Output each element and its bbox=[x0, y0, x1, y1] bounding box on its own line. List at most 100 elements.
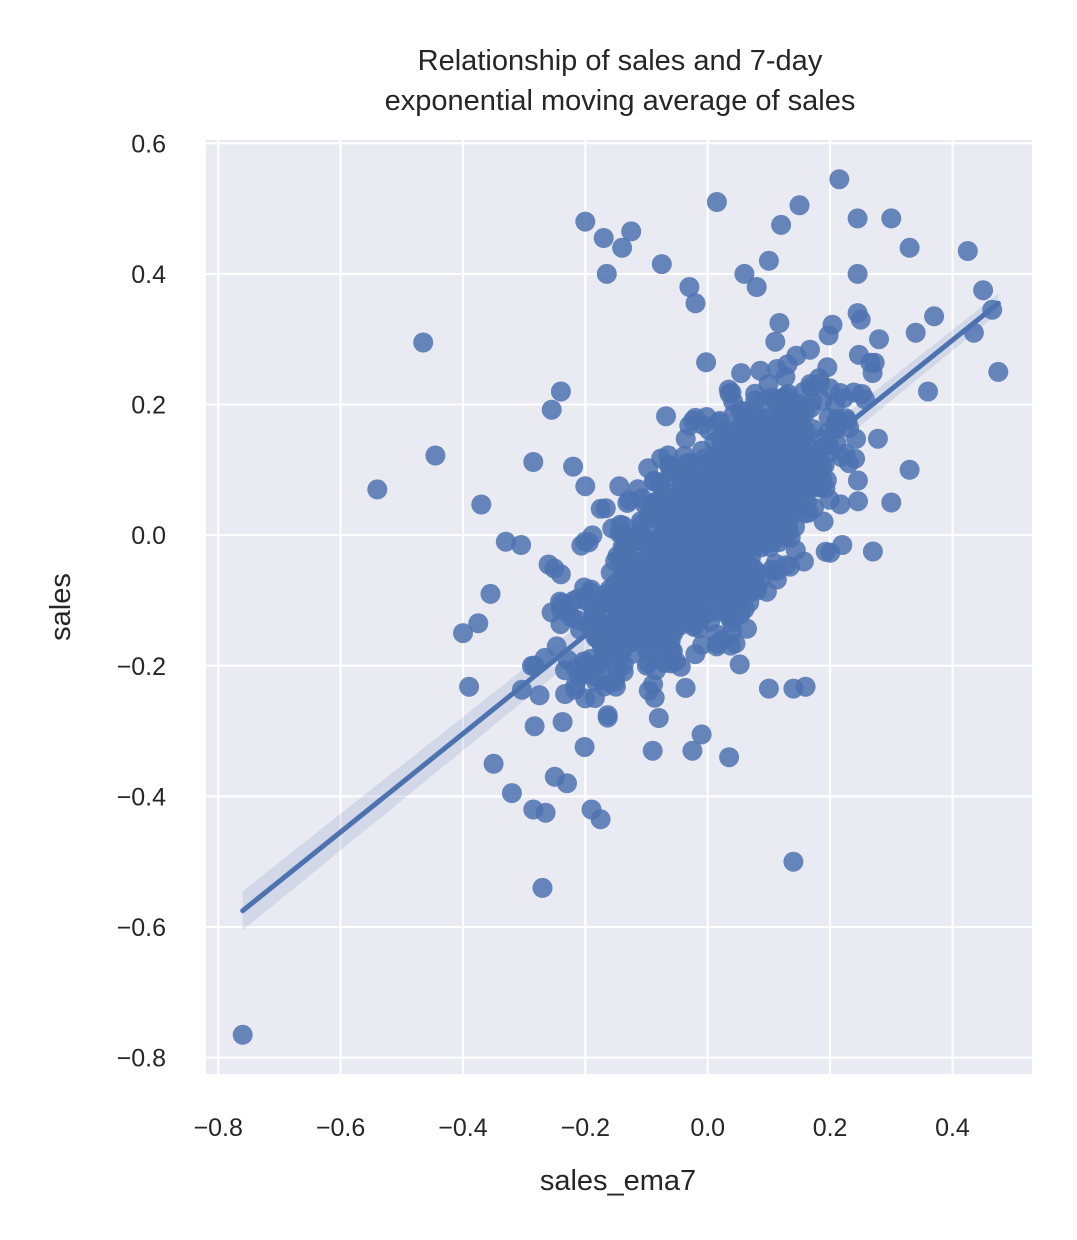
data-point bbox=[569, 666, 590, 687]
data-point bbox=[581, 579, 601, 600]
data-point bbox=[661, 456, 682, 477]
data-point bbox=[584, 601, 604, 622]
data-point bbox=[818, 443, 839, 463]
data-point bbox=[738, 583, 758, 604]
data-point bbox=[684, 481, 705, 502]
x-tick-label: 0.4 bbox=[935, 1114, 970, 1142]
data-point bbox=[571, 535, 592, 556]
data-point bbox=[765, 434, 786, 455]
data-point bbox=[769, 313, 790, 333]
data-point bbox=[848, 344, 869, 365]
data-point bbox=[691, 724, 712, 745]
data-point bbox=[483, 753, 504, 774]
data-point bbox=[776, 555, 796, 576]
data-point bbox=[867, 428, 888, 449]
y-tick-label: 0.2 bbox=[131, 392, 166, 420]
data-point bbox=[692, 634, 713, 655]
data-point bbox=[595, 498, 616, 519]
y-tick-label: −0.8 bbox=[117, 1045, 166, 1073]
data-point bbox=[413, 332, 434, 353]
data-point bbox=[367, 479, 388, 500]
data-point bbox=[899, 237, 920, 258]
y-tick-label: 0.6 bbox=[131, 130, 166, 158]
data-point bbox=[529, 685, 550, 706]
data-point bbox=[793, 551, 814, 572]
data-point bbox=[792, 482, 813, 503]
data-point bbox=[813, 511, 834, 532]
data-point bbox=[783, 851, 804, 872]
data-point bbox=[648, 708, 669, 728]
data-point bbox=[459, 676, 480, 697]
regression-line-group bbox=[240, 300, 1001, 914]
y-tick-label: −0.4 bbox=[117, 783, 166, 811]
data-point bbox=[696, 352, 717, 373]
data-point bbox=[612, 237, 633, 258]
data-point bbox=[511, 535, 532, 555]
data-point bbox=[706, 192, 727, 212]
data-point bbox=[780, 418, 801, 439]
x-tick-label: −0.2 bbox=[561, 1114, 610, 1142]
data-point bbox=[541, 399, 562, 420]
x-tick-labels: −0.8 −0.6 −0.4 −0.2 0.0 0.2 0.4 bbox=[194, 1114, 970, 1142]
data-point bbox=[765, 331, 786, 352]
data-point bbox=[666, 569, 687, 590]
data-point bbox=[692, 597, 713, 618]
data-point bbox=[818, 407, 839, 428]
data-point bbox=[740, 461, 760, 482]
data-point bbox=[864, 352, 885, 373]
data-point bbox=[532, 877, 553, 898]
chart-title-line-1: Relationship of sales and 7-day bbox=[418, 45, 823, 77]
data-point bbox=[711, 629, 732, 650]
data-point bbox=[609, 476, 630, 497]
data-point bbox=[675, 677, 696, 698]
data-point bbox=[709, 601, 730, 621]
data-point bbox=[232, 1024, 253, 1045]
data-point bbox=[771, 388, 792, 409]
data-point bbox=[737, 618, 757, 639]
data-point bbox=[575, 211, 596, 232]
data-point bbox=[621, 632, 642, 653]
data-point bbox=[574, 737, 595, 757]
data-point bbox=[734, 599, 755, 620]
data-point bbox=[723, 404, 744, 425]
data-point bbox=[563, 456, 584, 477]
data-point bbox=[621, 221, 642, 242]
data-point bbox=[656, 406, 676, 427]
data-point bbox=[480, 583, 501, 604]
data-point bbox=[675, 428, 696, 449]
data-point bbox=[795, 676, 816, 697]
data-point bbox=[734, 263, 755, 284]
x-tick-label: 0.2 bbox=[813, 1114, 848, 1142]
data-point bbox=[704, 545, 725, 566]
data-point bbox=[524, 716, 545, 737]
data-point bbox=[597, 705, 618, 726]
data-point bbox=[687, 572, 708, 592]
data-point bbox=[957, 241, 978, 261]
data-point bbox=[638, 506, 659, 526]
data-point bbox=[847, 208, 868, 229]
data-point bbox=[720, 573, 741, 594]
data-point bbox=[800, 339, 820, 360]
data-point bbox=[652, 650, 673, 671]
data-points bbox=[232, 169, 1009, 1045]
data-point bbox=[758, 678, 779, 699]
data-point bbox=[725, 434, 746, 455]
data-point bbox=[767, 456, 788, 477]
data-point bbox=[848, 491, 868, 512]
data-point bbox=[689, 618, 709, 639]
data-point bbox=[677, 527, 698, 548]
data-point bbox=[717, 532, 738, 552]
data-point bbox=[899, 459, 920, 480]
data-point bbox=[850, 309, 871, 330]
data-point bbox=[905, 322, 926, 343]
data-point bbox=[612, 564, 633, 585]
data-point bbox=[495, 531, 516, 552]
data-point bbox=[682, 740, 703, 761]
data-point bbox=[575, 476, 596, 497]
data-point bbox=[988, 361, 1009, 382]
data-point bbox=[550, 381, 571, 402]
y-axis-label: sales bbox=[45, 573, 77, 641]
data-point bbox=[590, 809, 611, 830]
x-tick-label: −0.4 bbox=[438, 1114, 487, 1142]
